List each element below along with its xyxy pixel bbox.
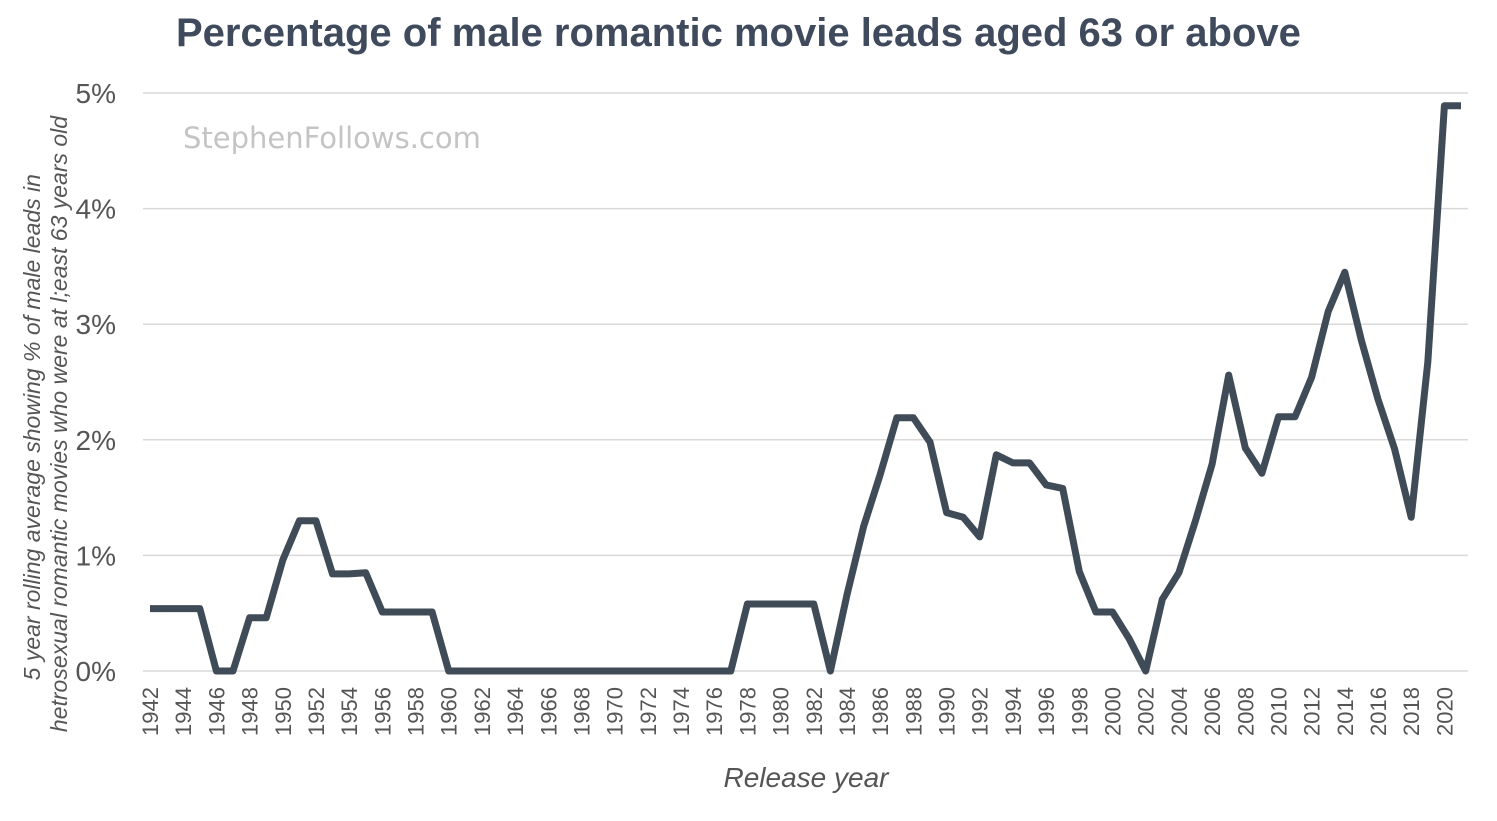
x-tick-label: 1954 [337,687,362,736]
watermark: StephenFollows.com [183,121,481,155]
x-tick-label: 2002 [1134,687,1159,736]
x-tick-label: 1946 [204,687,229,736]
x-tick-label: 1960 [437,687,462,736]
x-tick-label: 2018 [1399,687,1424,736]
x-tick-label: 1952 [304,687,329,736]
x-tick-label: 1976 [702,687,727,736]
x-tick-label: 1978 [735,687,760,736]
x-tick-label: 1994 [1001,687,1026,736]
x-tick-label: 2014 [1333,687,1358,736]
x-tick-label: 1996 [1034,687,1059,736]
y-axis-label: 5 year rolling average showing % of male… [19,115,72,732]
x-tick-label: 1982 [802,687,827,736]
x-tick-label: 2000 [1101,687,1126,736]
x-tick-label: 2004 [1167,687,1192,736]
y-axis-ticks: 0% 1% 2% 3% 4% 5% [76,78,116,687]
x-tick-label: 1944 [171,687,196,736]
x-tick-label: 1962 [470,687,495,736]
y-tick-label: 1% [76,540,116,571]
x-tick-label: 2016 [1366,687,1391,736]
x-tick-label: 1966 [536,687,561,736]
gridlines [143,92,1468,672]
y-tick-label: 2% [76,425,116,456]
chart-title: Percentage of male romantic movie leads … [176,11,1301,55]
x-axis-label: Release year [724,762,891,793]
x-tick-label: 2012 [1300,687,1325,736]
x-tick-label: 1980 [769,687,794,736]
x-tick-label: 1988 [901,687,926,736]
x-tick-label: 1984 [835,687,860,736]
x-tick-label: 1956 [370,687,395,736]
x-tick-label: 1964 [503,687,528,736]
x-tick-label: 1948 [238,687,263,736]
x-tick-label: 1970 [603,687,628,736]
series-layer [149,102,1462,675]
x-tick-label: 1992 [968,687,993,736]
x-tick-label: 1968 [569,687,594,736]
y-tick-label: 3% [76,309,116,340]
x-tick-label: 2010 [1266,687,1291,736]
x-tick-label: 2006 [1200,687,1225,736]
x-tick-label: 1974 [669,687,694,736]
x-axis-ticks: 1942 1944 1946 1948 1950 1952 1954 1956 1958 1960… [138,687,1457,736]
y-tick-label: 0% [76,656,116,687]
x-tick-label: 2020 [1432,687,1457,736]
x-tick-label: 1958 [404,687,429,736]
x-tick-label: 1986 [868,687,893,736]
series-line-0 [150,102,1461,675]
y-axis-label-line-1: 5 year rolling average showing % of male… [19,174,45,680]
x-tick-label: 1950 [271,687,296,736]
y-tick-label: 4% [76,194,116,225]
x-tick-label: 1998 [1067,687,1092,736]
x-tick-label: 2008 [1233,687,1258,736]
x-tick-label: 1990 [935,687,960,736]
y-axis-label-line-2: hetrosexual romantic movies who were at … [46,115,72,732]
x-tick-label: 1972 [636,687,661,736]
y-tick-label: 5% [76,78,116,109]
x-tick-label: 1942 [138,687,163,736]
